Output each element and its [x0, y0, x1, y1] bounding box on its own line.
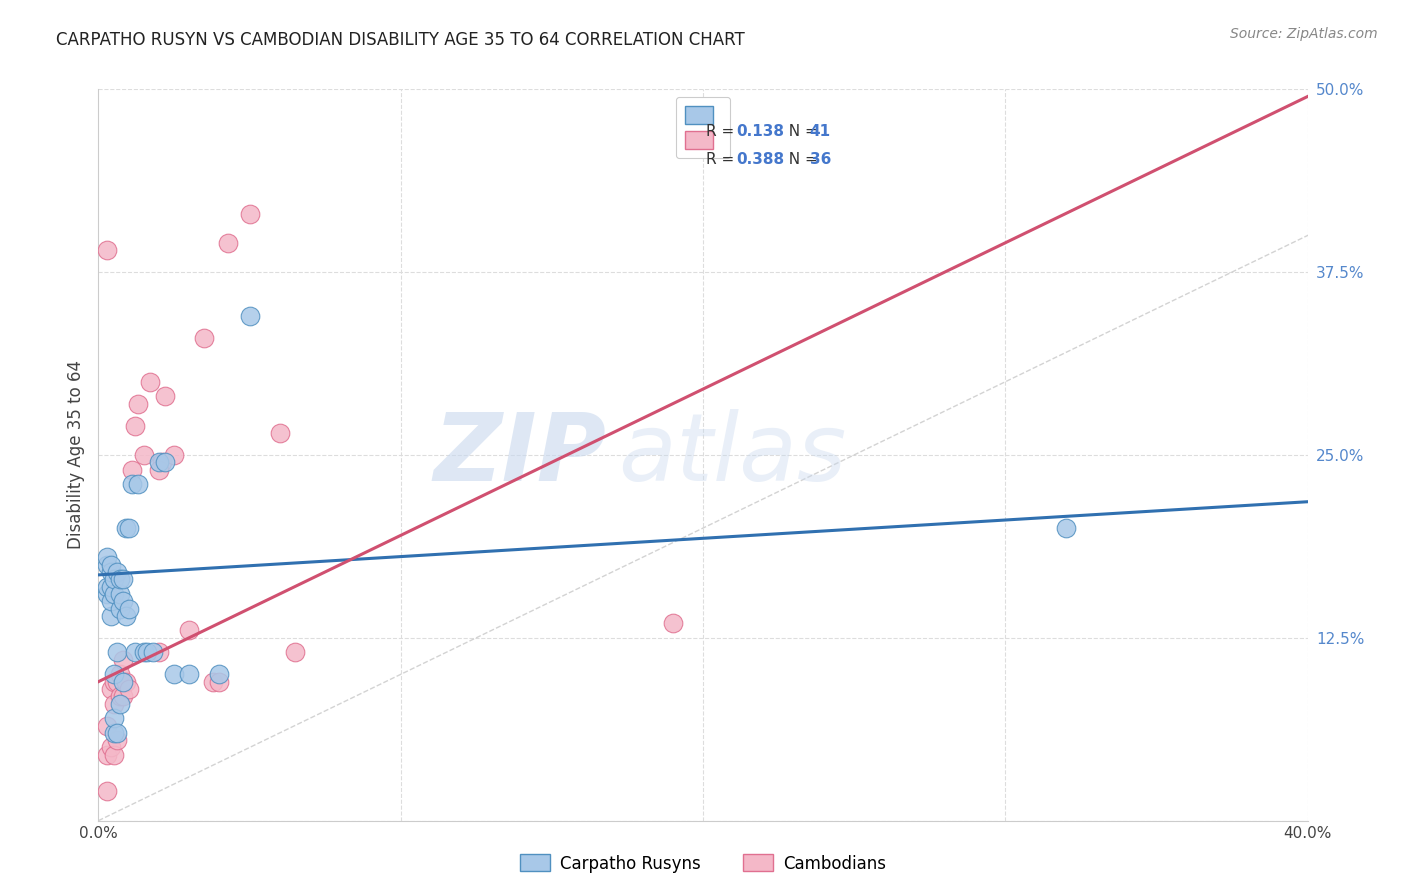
Point — [202, 674, 225, 689]
Point — [103, 697, 125, 711]
Point — [96, 550, 118, 565]
Point — [118, 521, 141, 535]
Point — [239, 206, 262, 220]
Text: R =: R = — [706, 152, 738, 167]
Point — [96, 784, 118, 798]
Point — [132, 645, 155, 659]
Point — [217, 235, 239, 250]
Point — [103, 747, 125, 762]
Point — [127, 397, 149, 411]
Point — [163, 667, 186, 681]
Point — [139, 375, 162, 389]
Point — [114, 674, 136, 689]
Point — [100, 558, 122, 572]
Text: ZIP: ZIP — [433, 409, 606, 501]
Point — [108, 587, 131, 601]
Point — [96, 587, 118, 601]
Point — [100, 580, 122, 594]
Point — [269, 425, 291, 440]
Point — [105, 565, 128, 579]
Point — [96, 718, 118, 732]
Point — [103, 726, 125, 740]
Point — [111, 572, 134, 586]
Legend: , : , — [676, 97, 730, 158]
Point — [114, 521, 136, 535]
Point — [150, 455, 173, 469]
Point — [163, 448, 186, 462]
Point — [208, 674, 231, 689]
Point — [100, 740, 122, 755]
Point — [100, 565, 122, 579]
Point — [103, 667, 125, 681]
Point — [108, 667, 131, 681]
Point — [132, 448, 155, 462]
Point — [100, 608, 122, 623]
Text: 0.138: 0.138 — [737, 124, 785, 139]
Point — [153, 455, 176, 469]
Point — [103, 572, 125, 586]
Point — [135, 645, 157, 659]
Point — [103, 587, 125, 601]
Point — [153, 389, 176, 403]
Text: N =: N = — [779, 152, 823, 167]
Point — [111, 594, 134, 608]
Point — [148, 645, 170, 659]
Text: CARPATHO RUSYN VS CAMBODIAN DISABILITY AGE 35 TO 64 CORRELATION CHART: CARPATHO RUSYN VS CAMBODIAN DISABILITY A… — [56, 31, 745, 49]
Point — [124, 645, 146, 659]
Point — [661, 616, 683, 631]
Point — [100, 681, 122, 696]
Point — [118, 601, 141, 615]
Point — [105, 674, 128, 689]
Point — [96, 580, 118, 594]
Point — [118, 681, 141, 696]
Text: R =: R = — [706, 124, 738, 139]
Point — [121, 462, 143, 476]
Point — [108, 601, 131, 615]
Point — [127, 477, 149, 491]
Text: 36: 36 — [810, 152, 831, 167]
Point — [1054, 521, 1077, 535]
Point — [108, 690, 131, 704]
Point — [121, 477, 143, 491]
Point — [193, 331, 215, 345]
Text: Source: ZipAtlas.com: Source: ZipAtlas.com — [1230, 27, 1378, 41]
Point — [108, 572, 131, 586]
Point — [148, 462, 170, 476]
Point — [96, 558, 118, 572]
Y-axis label: Disability Age 35 to 64: Disability Age 35 to 64 — [67, 360, 86, 549]
Text: atlas: atlas — [619, 409, 846, 500]
Point — [103, 674, 125, 689]
Point — [105, 645, 128, 659]
Point — [96, 243, 118, 257]
Point — [108, 697, 131, 711]
Point — [239, 309, 262, 323]
Point — [142, 645, 165, 659]
Text: 41: 41 — [810, 124, 831, 139]
Point — [179, 667, 201, 681]
Text: N =: N = — [779, 124, 823, 139]
Point — [179, 624, 201, 638]
Point — [111, 674, 134, 689]
Point — [105, 733, 128, 747]
Text: 0.388: 0.388 — [737, 152, 785, 167]
Point — [284, 645, 307, 659]
Point — [96, 747, 118, 762]
Point — [105, 726, 128, 740]
Point — [111, 690, 134, 704]
Point — [124, 418, 146, 433]
Point — [111, 653, 134, 667]
Point — [103, 711, 125, 725]
Point — [100, 594, 122, 608]
Point — [114, 608, 136, 623]
Point — [148, 455, 170, 469]
Legend: Carpatho Rusyns, Cambodians: Carpatho Rusyns, Cambodians — [513, 847, 893, 880]
Point — [208, 667, 231, 681]
